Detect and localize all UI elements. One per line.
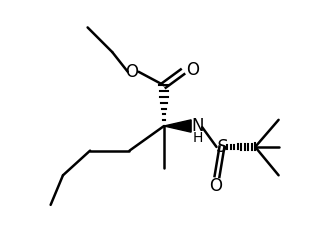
Text: H: H — [193, 131, 203, 145]
Text: O: O — [126, 63, 138, 81]
Text: O: O — [186, 61, 199, 79]
Text: O: O — [209, 177, 222, 195]
Text: S: S — [217, 138, 228, 156]
Polygon shape — [164, 120, 191, 132]
Text: N: N — [192, 117, 204, 135]
